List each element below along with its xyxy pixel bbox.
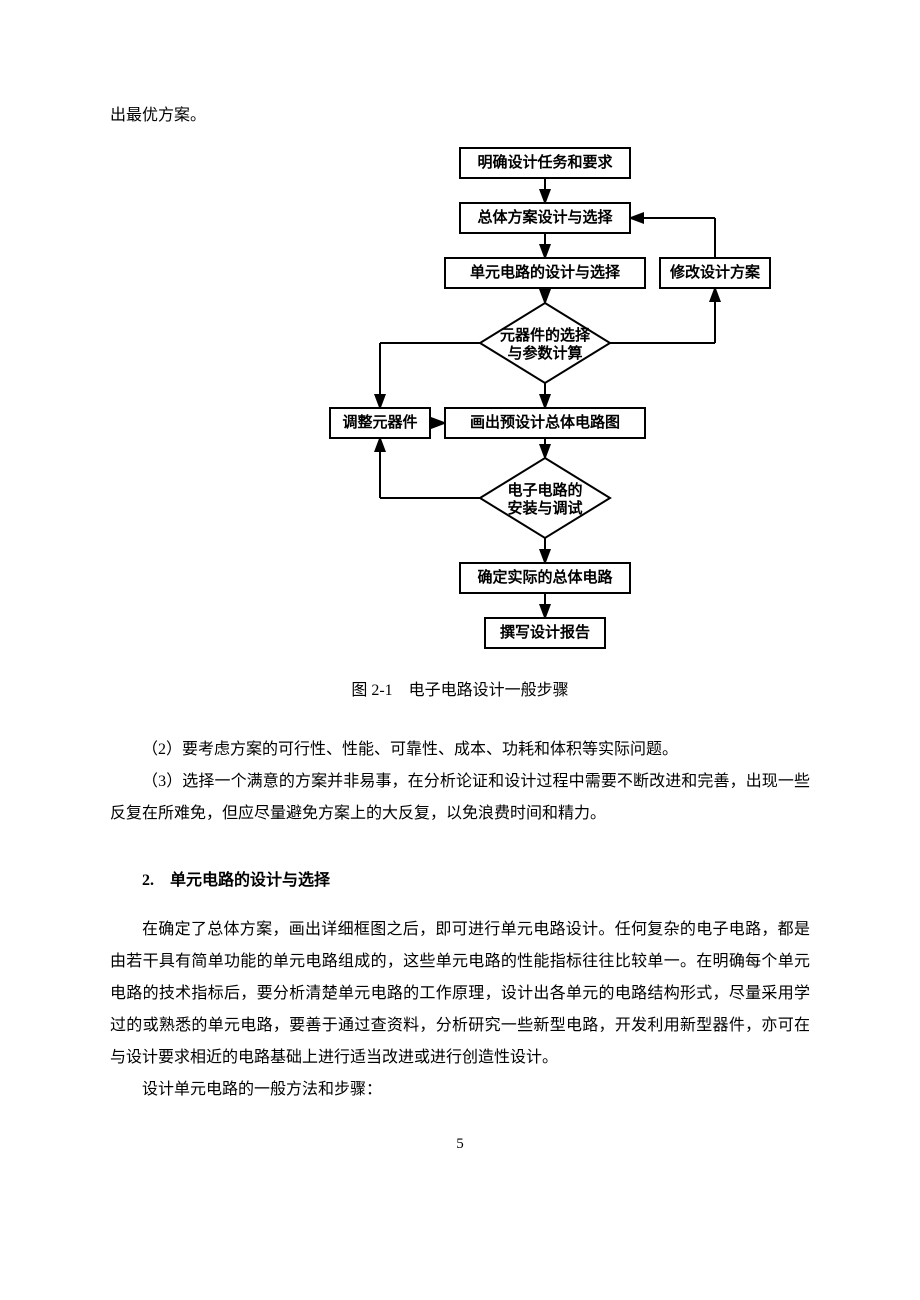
paragraph-2: （2）要考虑方案的可行性、性能、可靠性、成本、功耗和体积等实际问题。	[110, 734, 810, 766]
svg-text:修改设计方案: 修改设计方案	[669, 263, 761, 281]
svg-text:总体方案设计与选择: 总体方案设计与选择	[477, 208, 613, 226]
intro-fragment: 出最优方案。	[110, 100, 810, 132]
paragraph-3: （3）选择一个满意的方案并非易事，在分析论证和设计过程中需要不断改进和完善，出现…	[110, 766, 810, 830]
body-paragraph-1: 在确定了总体方案，画出详细框图之后，即可进行单元电路设计。任何复杂的电子电路，都…	[110, 914, 810, 1074]
section-title: 2. 单元电路的设计与选择	[110, 866, 810, 890]
svg-text:元器件的选择: 元器件的选择	[500, 326, 591, 344]
figure-caption: 图 2-1 电子电路设计一般步骤	[110, 676, 810, 700]
svg-text:明确设计任务和要求: 明确设计任务和要求	[477, 153, 613, 171]
svg-text:调整元器件: 调整元器件	[342, 413, 417, 431]
svg-text:确定实际的总体电路: 确定实际的总体电路	[477, 568, 613, 586]
svg-text:电子电路的: 电子电路的	[507, 481, 582, 499]
svg-text:与参数计算: 与参数计算	[507, 344, 582, 362]
document-page: 出最优方案。 明确设计任务和要求总体方案设计与选择单元电路的设计与选择元器件的选…	[0, 0, 920, 1228]
page-number: 5	[110, 1136, 810, 1153]
svg-text:单元电路的设计与选择: 单元电路的设计与选择	[470, 263, 621, 281]
body-paragraph-2: 设计单元电路的一般方法和步骤：	[110, 1074, 810, 1106]
flowchart-container: 明确设计任务和要求总体方案设计与选择单元电路的设计与选择元器件的选择与参数计算画…	[210, 138, 710, 648]
svg-text:画出预设计总体电路图: 画出预设计总体电路图	[470, 413, 620, 431]
flowchart-svg: 明确设计任务和要求总体方案设计与选择单元电路的设计与选择元器件的选择与参数计算画…	[210, 138, 810, 658]
svg-text:安装与调试: 安装与调试	[507, 499, 582, 517]
svg-text:撰写设计报告: 撰写设计报告	[500, 623, 590, 641]
